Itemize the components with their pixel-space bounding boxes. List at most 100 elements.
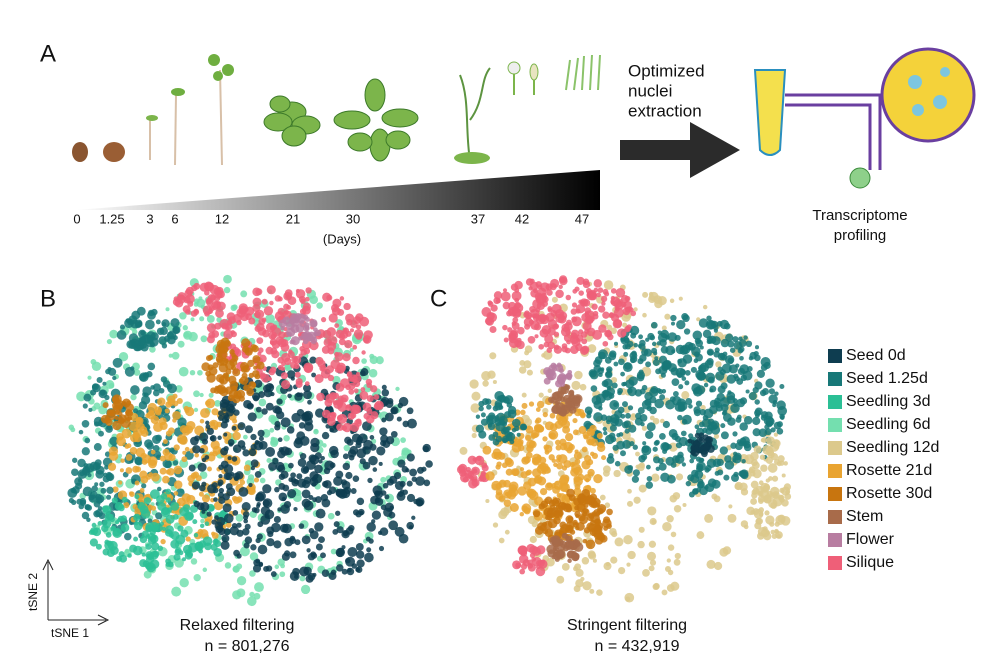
cell-dot xyxy=(750,451,759,461)
cell-dot xyxy=(252,370,260,378)
cell-dot xyxy=(694,470,704,479)
cell-dot xyxy=(535,566,546,577)
cell-dot xyxy=(95,543,102,550)
cell-dot xyxy=(529,281,539,291)
cell-dot xyxy=(723,474,730,481)
cell-dot xyxy=(124,366,135,377)
cell-dot xyxy=(252,355,261,364)
cell-dot xyxy=(160,493,168,500)
cell-dot xyxy=(598,351,606,360)
cell-dot xyxy=(105,379,115,390)
cell-dot xyxy=(571,380,581,390)
cell-dot xyxy=(133,369,141,376)
cell-dot xyxy=(278,319,287,328)
cell-dot xyxy=(771,439,781,448)
cell-dot xyxy=(645,430,654,439)
cell-dot xyxy=(551,404,562,414)
cell-dot xyxy=(316,392,325,402)
cell-dot xyxy=(269,366,277,374)
cell-dot xyxy=(214,521,224,531)
cell-dot xyxy=(681,419,688,425)
cell-dot xyxy=(242,528,250,536)
cell-dot xyxy=(130,385,140,395)
cell-dot xyxy=(510,329,518,337)
legend-label: Seed 1.25d xyxy=(846,370,928,387)
cell-dot xyxy=(558,493,566,501)
cell-dot xyxy=(246,402,254,410)
cell-dot xyxy=(192,519,198,525)
cell-dot xyxy=(533,510,541,518)
cell-dot xyxy=(503,489,513,499)
cell-dot xyxy=(301,489,311,499)
cell-dot xyxy=(651,473,660,482)
cell-dot xyxy=(336,414,343,421)
cell-dot xyxy=(531,453,542,464)
cell-dot xyxy=(374,400,384,411)
cell-dot xyxy=(617,390,622,396)
cell-dot xyxy=(407,418,417,429)
cell-dot xyxy=(555,289,564,299)
cell-dot xyxy=(314,329,321,337)
cell-dot xyxy=(241,372,248,379)
cell-dot xyxy=(556,390,564,399)
cell-dot xyxy=(179,578,189,588)
cell-dot xyxy=(218,473,223,479)
cell-dot xyxy=(556,374,567,384)
cell-dot xyxy=(681,376,687,381)
cell-dot xyxy=(148,336,154,342)
cell-dot xyxy=(395,386,400,392)
cell-dot xyxy=(283,500,292,509)
cell-dot xyxy=(565,503,571,510)
cell-dot xyxy=(150,385,155,390)
cell-dot xyxy=(318,459,323,464)
cell-dot xyxy=(192,445,201,454)
cell-dot xyxy=(299,452,307,460)
cell-dot xyxy=(218,410,224,417)
cell-dot xyxy=(140,395,151,405)
cell-dot xyxy=(667,569,674,576)
cell-dot xyxy=(350,404,360,415)
cell-dot xyxy=(559,275,568,284)
cell-dot xyxy=(220,421,228,429)
legend-label: Seed 0d xyxy=(846,347,906,364)
cell-dot xyxy=(95,465,105,475)
cell-dot xyxy=(264,513,270,519)
cell-dot xyxy=(650,321,658,329)
cell-dot xyxy=(652,583,660,591)
cell-dot xyxy=(230,331,237,338)
cell-dot xyxy=(347,412,355,420)
cell-dot xyxy=(355,510,362,518)
cell-dot xyxy=(81,419,90,428)
cell-dot xyxy=(690,366,697,373)
cell-dot xyxy=(736,378,744,385)
cell-dot xyxy=(520,563,528,570)
cell-dot xyxy=(593,524,603,535)
cell-dot xyxy=(764,428,772,436)
cell-dot xyxy=(752,461,760,470)
cell-dot xyxy=(270,392,275,397)
cell-dot xyxy=(314,408,325,418)
cell-dot xyxy=(360,368,369,376)
cell-dot xyxy=(379,527,389,536)
cell-dot xyxy=(623,351,629,357)
cell-dot xyxy=(165,469,171,475)
cell-dot xyxy=(88,529,95,535)
cell-dot xyxy=(286,327,296,337)
cell-dot xyxy=(248,381,257,390)
cell-dot xyxy=(390,430,398,438)
legend-label: Silique xyxy=(846,554,894,571)
cell-dot xyxy=(638,369,644,375)
cell-dot xyxy=(152,383,161,392)
timeline-tick: 6 xyxy=(171,211,178,226)
cell-dot xyxy=(659,433,666,440)
cell-dot xyxy=(627,386,637,397)
cell-dot xyxy=(649,387,659,397)
cell-dot xyxy=(134,480,140,486)
cell-dot xyxy=(727,390,732,395)
cell-dot xyxy=(502,288,508,293)
cell-dot xyxy=(229,526,239,536)
cell-dot xyxy=(270,571,277,578)
cell-dot xyxy=(141,459,148,465)
cell-dot xyxy=(90,359,97,365)
cell-dot xyxy=(556,575,565,584)
